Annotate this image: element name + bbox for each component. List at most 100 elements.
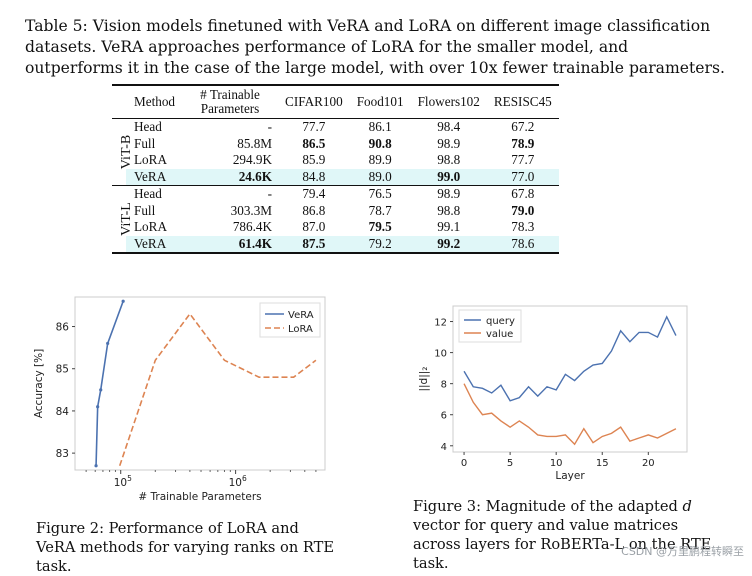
table-row: Full 85.8M 86.5 90.8 98.9 78.9	[112, 136, 559, 153]
x-axis-label: # Trainable Parameters	[138, 491, 261, 503]
cifar-cell: 87.5	[278, 235, 350, 253]
food-cell: 79.5	[368, 219, 392, 235]
method-cell: VeRA	[126, 235, 183, 253]
params-cell: 294.9K	[232, 152, 273, 168]
group-label: ViT-B	[119, 134, 135, 170]
method-cell: Head	[134, 186, 162, 202]
cifar-cell: 79.4	[302, 186, 326, 202]
method-cell: LoRA	[134, 219, 167, 235]
resisc-cell: 78.6	[486, 235, 559, 253]
x-tick-label: 20	[642, 458, 655, 469]
method-cell: LoRA	[134, 152, 167, 168]
flowers-cell: 99.0	[410, 168, 487, 186]
y-tick-label: 84	[56, 406, 70, 418]
legend-box	[458, 309, 522, 343]
table-row-highlighted: VeRA 61.4K 87.5 79.2 99.2 78.6	[112, 235, 559, 253]
y-tick-label: 86	[56, 322, 70, 334]
resisc-cell: 78.9	[511, 135, 535, 151]
col-header-food101: Food101	[356, 94, 404, 109]
y-tick-label: 4	[441, 442, 447, 453]
food-cell: 89.9	[368, 152, 392, 168]
params-cell: -	[267, 119, 273, 135]
x-tick-label: 10	[550, 458, 563, 469]
food-cell: 79.2	[349, 235, 411, 253]
figure2-caption: Figure 2: Performance of LoRA and VeRA m…	[36, 520, 335, 575]
data-point	[106, 341, 110, 346]
resisc-cell: 77.0	[486, 168, 559, 186]
method-cell: Full	[134, 202, 156, 218]
y-tick-label: 6	[441, 411, 447, 422]
food-cell: 78.7	[368, 202, 392, 218]
params-cell: 85.8M	[237, 135, 273, 151]
x-tick-label: 106	[229, 474, 247, 489]
cifar-cell: 77.7	[302, 119, 326, 135]
legend-label: query	[486, 316, 515, 327]
y-tick-label: 8	[441, 380, 447, 391]
figure3-caption: Figure 3: Magnitude of the adapted d vec…	[413, 498, 712, 572]
legend-box	[259, 302, 321, 338]
series-line-query	[463, 315, 677, 402]
y-axis-label: ||d||₂	[418, 366, 430, 391]
cifar-cell: 86.5	[302, 135, 326, 151]
data-point	[99, 388, 103, 392]
legend-label: LoRA	[288, 324, 313, 335]
flowers-cell: 98.9	[437, 135, 461, 151]
x-tick-label: 15	[596, 458, 609, 469]
series-line-lora	[118, 312, 317, 467]
data-point	[94, 464, 98, 468]
plot-frame	[74, 296, 326, 471]
data-point	[121, 299, 125, 303]
resisc-cell: 78.3	[511, 219, 535, 235]
cifar-cell: 84.8	[278, 168, 350, 186]
food-cell: 76.5	[368, 186, 392, 202]
params-cell: 61.4K	[182, 235, 279, 253]
cifar-cell: 85.9	[302, 152, 326, 168]
food-cell: 90.8	[368, 135, 392, 151]
table-row: Full 303.3M 86.8 78.7 98.8 79.0	[112, 203, 559, 220]
series-line-vera	[95, 300, 124, 466]
col-header-cifar100: CIFAR100	[285, 94, 343, 109]
plot-frame	[452, 305, 688, 453]
flowers-cell: 98.8	[437, 152, 461, 168]
resisc-cell: 79.0	[511, 202, 535, 218]
legend-label: value	[486, 329, 513, 340]
caption-symbol: d	[682, 498, 692, 515]
cifar-cell: 87.0	[302, 219, 326, 235]
x-axis-label: Layer	[555, 470, 585, 482]
table-row-highlighted: VeRA 24.6K 84.8 89.0 99.0 77.0	[112, 168, 559, 186]
y-axis-label: Accuracy [%]	[33, 349, 45, 418]
params-cell: -	[267, 186, 273, 202]
col-header-params: # Trainable Parameters	[200, 87, 260, 116]
y-tick-label: 85	[56, 364, 69, 376]
group-header-cell	[112, 85, 126, 119]
table-caption: Table 5: Vision models finetuned with Ve…	[25, 17, 725, 77]
y-tick-label: 12	[434, 318, 447, 329]
params-cell: 786.4K	[232, 219, 273, 235]
x-tick-label: 5	[507, 458, 513, 469]
data-point	[96, 405, 100, 409]
method-cell: VeRA	[126, 168, 183, 186]
y-tick-label: 83	[56, 448, 69, 460]
food-cell: 89.0	[349, 168, 411, 186]
group-label-cell: ViT-B	[112, 119, 134, 186]
resisc-cell: 67.2	[511, 119, 535, 135]
table-row: ViT-B Head - 77.7 86.1 98.4 67.2	[112, 119, 559, 169]
method-cell: Head	[134, 119, 162, 135]
col-header-resisc45: RESISC45	[493, 94, 552, 109]
resisc-cell: 77.7	[511, 152, 535, 168]
table-row: LoRA 786.4K 87.0 79.5 99.1 78.3	[112, 219, 559, 236]
food-cell: 86.1	[368, 119, 392, 135]
figure2-chart: 83 84 85 86 105 106 # Trainable Parameters Accu…	[33, 296, 326, 503]
group-label-cell: ViT-L	[112, 186, 134, 254]
x-tick-label: 105	[114, 474, 132, 489]
table-row: ViT-L Head - 79.4 76.5 98.9 67.8	[112, 186, 559, 236]
flowers-cell: 98.8	[437, 202, 461, 218]
params-cell: 24.6K	[182, 168, 279, 186]
col-header-method: Method	[134, 94, 176, 109]
flowers-cell: 98.4	[437, 119, 461, 135]
resisc-cell: 67.8	[511, 186, 535, 202]
flowers-cell: 98.9	[437, 186, 461, 202]
cifar-cell: 86.8	[302, 202, 326, 218]
col-header-flowers102: Flowers102	[417, 94, 480, 109]
series-line-value	[463, 383, 677, 446]
